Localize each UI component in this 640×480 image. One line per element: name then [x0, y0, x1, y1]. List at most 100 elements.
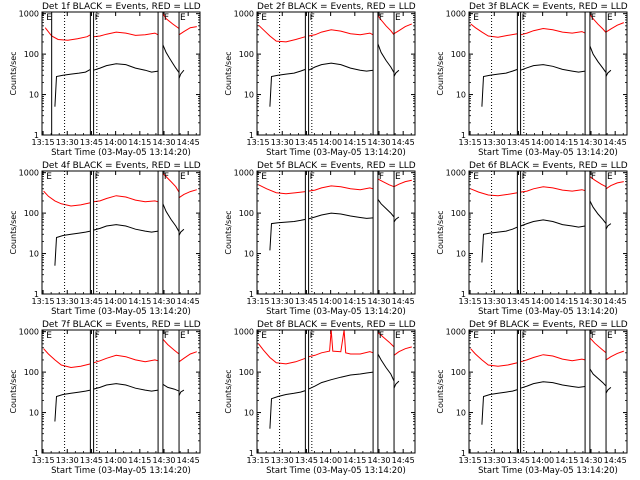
plot-frame: [468, 329, 628, 454]
lld-series-line: [43, 348, 91, 369]
x-axis-label: Start Time (03-May-05 13:14:20): [478, 466, 618, 476]
x-tick-label: 14:15: [343, 138, 366, 147]
x-tick-label: 13:45: [80, 138, 103, 147]
y-tick-label: 1: [461, 449, 466, 458]
y-axis-label: Counts/sec: [9, 369, 18, 413]
interval-marker: E: [395, 13, 401, 23]
lld-series-line: [470, 348, 518, 367]
lld-series-line: [377, 178, 395, 188]
x-tick-label: 13:15: [32, 138, 55, 147]
lld-series-line: [43, 190, 91, 207]
events-series-line: [308, 212, 374, 220]
x-tick-label: 13:15: [459, 138, 482, 147]
panel-title: Det 7f BLACK = Events, RED = LLD: [42, 320, 201, 330]
x-tick-label: 14:00: [319, 297, 342, 306]
panel-title: Det 1f BLACK = Events, RED = LLD: [42, 2, 201, 12]
y-axis-label: Counts/sec: [224, 210, 233, 254]
x-tick-label: 13:15: [32, 456, 55, 465]
lld-series-line: [258, 184, 306, 195]
events-series-line: [269, 218, 306, 251]
x-tick-label: 14:30: [152, 138, 175, 147]
x-tick-label: 14:45: [177, 138, 200, 147]
events-series-line: [481, 389, 518, 425]
x-tick-label: 14:00: [319, 138, 342, 147]
events-series-line: [308, 371, 374, 390]
y-axis-label: Counts/sec: [9, 51, 18, 95]
x-tick-label: 14:30: [367, 456, 390, 465]
plot-frame: [41, 11, 201, 136]
y-tick-label: 100: [24, 50, 39, 59]
y-tick-label: 1: [34, 449, 39, 458]
interval-marker: F: [591, 172, 596, 182]
x-tick-label: 13:15: [32, 297, 55, 306]
x-tick-label: 14:45: [392, 456, 415, 465]
events-series-line: [162, 383, 180, 392]
events-series-line: [178, 389, 185, 397]
events-series-line: [269, 390, 306, 429]
interval-marker: E: [607, 331, 613, 341]
interval-marker: F: [522, 172, 527, 182]
interval-marker: E: [473, 331, 479, 341]
lld-series-line: [377, 15, 395, 36]
events-series-line: [481, 68, 518, 107]
x-tick-label: 14:30: [579, 138, 602, 147]
y-tick-label: 100: [239, 50, 254, 59]
interval-marker: E: [261, 172, 267, 182]
y-tick-label: 10: [244, 250, 254, 259]
interval-marker: F: [310, 13, 315, 23]
x-tick-label: 13:45: [80, 456, 103, 465]
detector-panel-6: Det 6f BLACK = Events, RED = LLD 1 10 100 10…: [436, 161, 628, 317]
lld-series-line: [589, 176, 607, 188]
lld-series-line: [393, 179, 412, 188]
x-tick-label: 13:45: [507, 297, 530, 306]
events-series-line: [605, 387, 612, 394]
events-series-line: [605, 223, 612, 230]
events-series-line: [162, 44, 180, 73]
x-tick-label: 14:30: [579, 456, 602, 465]
plot-frame: [41, 170, 201, 295]
y-tick-label: 10: [456, 91, 466, 100]
panel-title: Det 6f BLACK = Events, RED = LLD: [469, 161, 628, 171]
lld-series-line: [93, 195, 159, 203]
x-tick-label: 14:15: [128, 297, 151, 306]
x-axis-label: Start Time (03-May-05 13:14:20): [266, 307, 406, 317]
interval-marker: E: [180, 331, 186, 341]
interval-marker: F: [95, 172, 100, 182]
y-tick-label: 100: [24, 209, 39, 218]
panel-title: Det 2f BLACK = Events, RED = LLD: [257, 2, 416, 12]
x-tick-label: 13:30: [271, 297, 294, 306]
events-series-line: [54, 230, 91, 266]
interval-marker: E: [261, 13, 267, 23]
x-tick-label: 14:30: [152, 456, 175, 465]
lld-series-line: [393, 23, 412, 35]
events-series-line: [308, 62, 374, 72]
events-series-line: [393, 69, 400, 77]
events-series-line: [377, 199, 395, 218]
interval-marker: F: [379, 172, 384, 182]
x-tick-label: 14:45: [604, 456, 627, 465]
x-tick-label: 14:00: [531, 456, 554, 465]
y-tick-label: 100: [239, 209, 254, 218]
interval-marker: E: [180, 13, 186, 23]
x-tick-label: 14:15: [555, 297, 578, 306]
x-tick-label: 14:45: [177, 456, 200, 465]
lld-series-line: [589, 337, 607, 354]
interval-marker: F: [164, 331, 169, 341]
x-tick-label: 13:30: [483, 138, 506, 147]
y-axis-label: Counts/sec: [436, 369, 445, 413]
plot-frame: [468, 11, 628, 136]
lld-series-line: [393, 346, 412, 356]
y-tick-label: 1: [249, 290, 254, 299]
x-tick-label: 13:15: [247, 297, 270, 306]
x-tick-label: 13:30: [483, 456, 506, 465]
x-tick-label: 13:45: [295, 456, 318, 465]
x-tick-label: 13:45: [295, 138, 318, 147]
events-series-line: [589, 200, 607, 224]
y-tick-label: 10: [29, 409, 39, 418]
x-tick-label: 13:45: [507, 138, 530, 147]
x-tick-label: 14:45: [392, 297, 415, 306]
x-tick-label: 14:45: [604, 297, 627, 306]
x-tick-label: 14:00: [104, 297, 127, 306]
x-tick-label: 13:15: [459, 297, 482, 306]
